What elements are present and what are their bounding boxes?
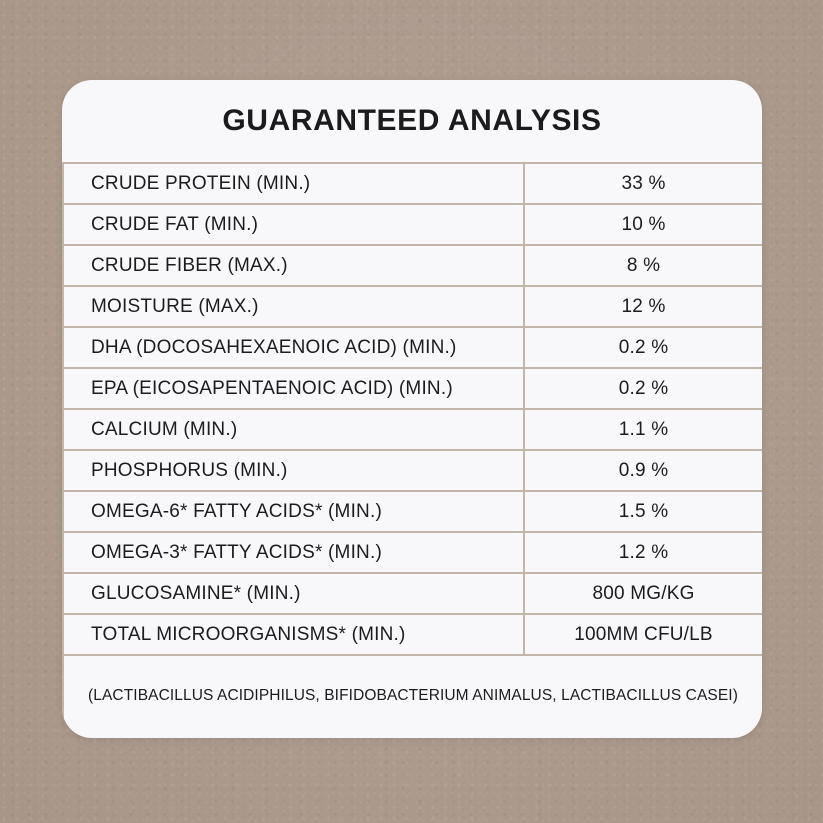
nutrient-value: 1.5 % bbox=[618, 500, 669, 522]
nutrient-value: 0.2 % bbox=[618, 336, 669, 358]
nutrient-value: 33 % bbox=[621, 172, 666, 194]
nutrient-label: CRUDE FIBER (MAX.) bbox=[64, 246, 525, 285]
page-title: GUARANTEED ANALYSIS bbox=[222, 104, 602, 137]
nutrient-label: MOISTURE (MAX.) bbox=[64, 287, 525, 326]
table-row: CRUDE FIBER (MAX.) 8 % bbox=[64, 246, 762, 287]
table-row: OMEGA-6* FATTY ACIDS* (MIN.) 1.5 % bbox=[64, 492, 762, 533]
nutrient-label: TOTAL MICROORGANISMS* (MIN.) bbox=[64, 615, 525, 654]
nutrient-value: 0.2 % bbox=[618, 377, 669, 399]
nutrient-value: 100MM CFU/LB bbox=[574, 623, 713, 645]
table-row: EPA (EICOSAPENTAENOIC ACID) (MIN.) 0.2 % bbox=[64, 369, 762, 410]
nutrient-label: GLUCOSAMINE* (MIN.) bbox=[64, 574, 525, 613]
table-row: CRUDE FAT (MIN.) 10 % bbox=[64, 205, 762, 246]
table-row: GLUCOSAMINE* (MIN.) 800 MG/KG bbox=[64, 574, 762, 615]
table-row: DHA (DOCOSAHEXAENOIC ACID) (MIN.) 0.2 % bbox=[64, 328, 762, 369]
nutrient-label: CRUDE PROTEIN (MIN.) bbox=[64, 164, 525, 203]
analysis-table: CRUDE PROTEIN (MIN.) 33 % CRUDE FAT (MIN… bbox=[64, 164, 762, 656]
nutrient-value: 8 % bbox=[626, 254, 661, 276]
table-row: MOISTURE (MAX.) 12 % bbox=[64, 287, 762, 328]
table-row: TOTAL MICROORGANISMS* (MIN.) 100MM CFU/L… bbox=[64, 615, 762, 656]
table-row: CALCIUM (MIN.) 1.1 % bbox=[64, 410, 762, 451]
table-row: OMEGA-3* FATTY ACIDS* (MIN.) 1.2 % bbox=[64, 533, 762, 574]
guaranteed-analysis-card: GUARANTEED ANALYSIS CRUDE PROTEIN (MIN.)… bbox=[62, 80, 762, 738]
card-footer: (LACTIBACILLUS ACIDIPHILUS, BIFIDOBACTER… bbox=[64, 656, 762, 736]
nutrient-label: DHA (DOCOSAHEXAENOIC ACID) (MIN.) bbox=[64, 328, 525, 367]
nutrient-value: 1.1 % bbox=[618, 418, 669, 440]
table-row: PHOSPHORUS (MIN.) 0.9 % bbox=[64, 451, 762, 492]
nutrient-value: 800 MG/KG bbox=[592, 582, 695, 604]
table-row: CRUDE PROTEIN (MIN.) 33 % bbox=[64, 164, 762, 205]
nutrient-label: PHOSPHORUS (MIN.) bbox=[64, 451, 525, 490]
card-header: GUARANTEED ANALYSIS bbox=[62, 80, 762, 164]
card-body: CRUDE PROTEIN (MIN.) 33 % CRUDE FAT (MIN… bbox=[62, 164, 762, 736]
nutrient-label: OMEGA-6* FATTY ACIDS* (MIN.) bbox=[64, 492, 525, 531]
nutrient-label: CRUDE FAT (MIN.) bbox=[64, 205, 525, 244]
microorganisms-footnote: (LACTIBACILLUS ACIDIPHILUS, BIFIDOBACTER… bbox=[88, 687, 738, 704]
nutrient-label: OMEGA-3* FATTY ACIDS* (MIN.) bbox=[64, 533, 525, 572]
nutrient-value: 10 % bbox=[621, 213, 666, 235]
nutrient-label: CALCIUM (MIN.) bbox=[64, 410, 525, 449]
nutrient-label: EPA (EICOSAPENTAENOIC ACID) (MIN.) bbox=[64, 369, 525, 408]
nutrient-value: 1.2 % bbox=[618, 541, 669, 563]
nutrient-value: 12 % bbox=[621, 295, 666, 317]
nutrient-value: 0.9 % bbox=[618, 459, 669, 481]
